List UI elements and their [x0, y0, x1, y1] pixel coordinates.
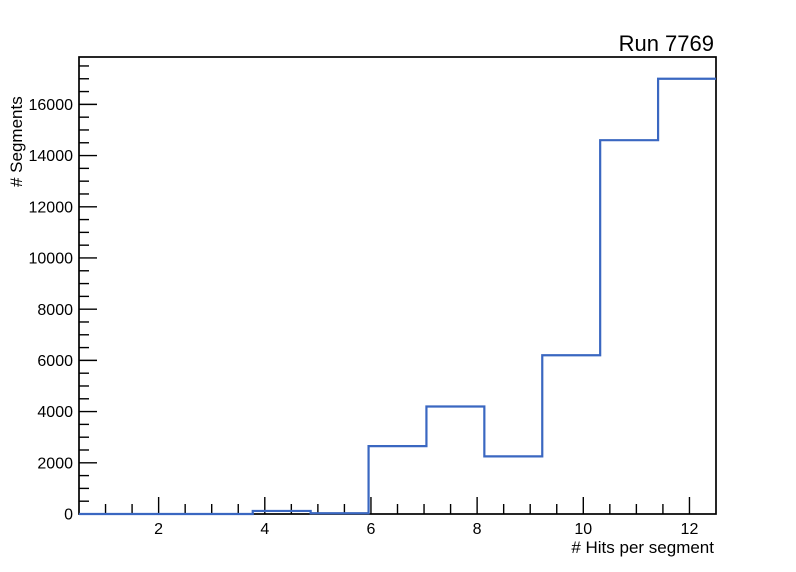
y-axis-tick-label: 16000 [29, 97, 74, 114]
histogram-line [79, 77, 716, 516]
x-axis-tick-label: 8 [473, 521, 482, 538]
x-axis-tick-label: 4 [260, 521, 269, 538]
axis-label-layer: 2 4 6 8 10 12 0 2000 4000 6000 8000 10000 12000 14000… [29, 97, 699, 538]
y-axis-tick-label: 8000 [37, 302, 73, 319]
y-axis-tick-label: 12000 [29, 199, 74, 216]
x-axis-tick-label: 12 [681, 521, 699, 538]
y-axis-tick-label: 0 [64, 507, 73, 524]
x-axis-title: # Hits per segment [571, 538, 714, 557]
y-axis-tick-label: 4000 [37, 404, 73, 421]
chart-title: Run 7769 [619, 31, 714, 56]
histogram-series-layer [79, 77, 716, 516]
y-axis-tick-label: 14000 [29, 148, 74, 165]
y-axis-tick-label: 6000 [37, 353, 73, 370]
y-axis-tick-label: 10000 [29, 251, 74, 268]
y-axis-title: # Segments [7, 96, 26, 187]
axis-tick-layer [79, 65, 691, 514]
x-axis-tick-label: 2 [154, 521, 163, 538]
x-axis-tick-label: 6 [367, 521, 376, 538]
y-axis-tick-label: 2000 [37, 455, 73, 472]
x-axis-tick-label: 10 [574, 521, 592, 538]
